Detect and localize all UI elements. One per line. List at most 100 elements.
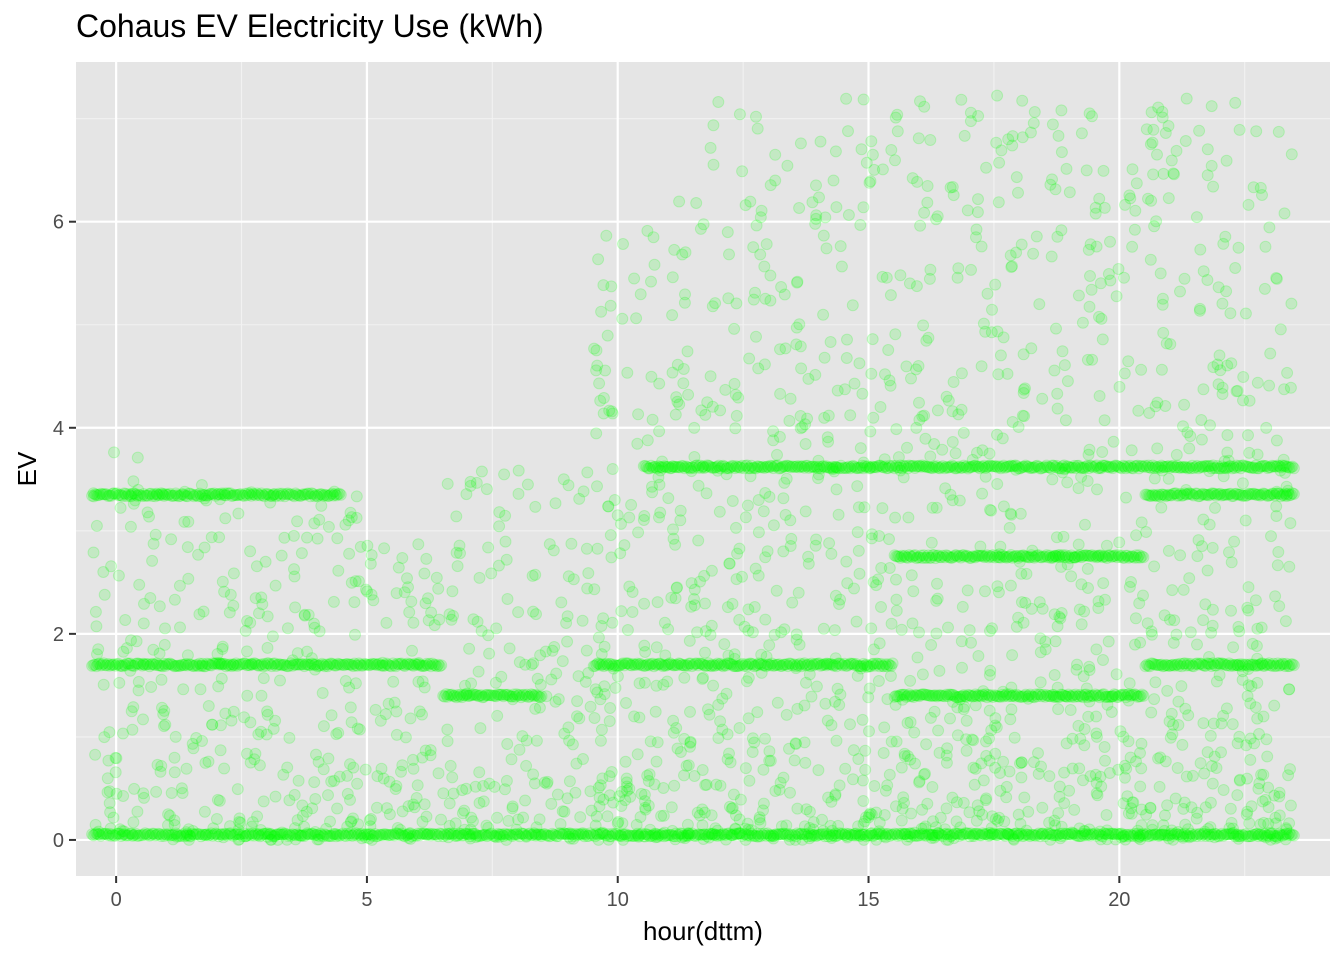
data-point	[1151, 396, 1164, 409]
data-point	[93, 657, 106, 670]
data-point	[1040, 828, 1053, 841]
data-point	[215, 672, 228, 685]
data-point	[1004, 713, 1017, 726]
data-point	[716, 723, 729, 736]
data-point	[1137, 689, 1150, 702]
data-point	[488, 780, 501, 793]
data-point	[274, 828, 287, 841]
data-point	[377, 828, 390, 841]
data-point	[572, 828, 585, 841]
data-point	[166, 829, 179, 842]
data-point	[1125, 444, 1138, 457]
data-point	[309, 826, 322, 838]
data-point	[1164, 731, 1177, 744]
data-point	[831, 682, 844, 695]
data-point	[1082, 828, 1095, 841]
data-point	[827, 829, 840, 842]
data-point	[975, 360, 988, 373]
data-point	[1224, 802, 1237, 815]
data-point	[867, 643, 880, 656]
data-point	[894, 269, 907, 282]
data-point	[1148, 220, 1161, 233]
data-point	[1143, 829, 1156, 842]
data-point	[780, 829, 793, 842]
data-point	[250, 560, 263, 573]
data-point	[1268, 830, 1281, 843]
data-point	[265, 829, 278, 842]
data-point	[974, 540, 987, 553]
data-point	[134, 658, 147, 671]
data-point	[288, 563, 300, 576]
data-point	[950, 827, 963, 840]
data-point	[754, 248, 767, 261]
data-point	[1063, 186, 1076, 199]
data-point	[711, 464, 724, 477]
data-point	[794, 410, 807, 422]
data-point	[194, 683, 207, 696]
data-point	[494, 828, 507, 841]
data-point	[854, 219, 867, 231]
data-point	[90, 660, 103, 673]
data-point	[1263, 221, 1276, 234]
data-point	[666, 271, 679, 284]
data-point	[1180, 92, 1193, 105]
data-point	[1140, 526, 1153, 538]
data-point	[711, 824, 724, 837]
data-point	[680, 829, 693, 842]
data-point	[917, 828, 930, 841]
data-point	[1102, 829, 1115, 842]
data-point	[1086, 110, 1098, 123]
data-point	[559, 827, 572, 840]
data-point	[534, 828, 546, 841]
data-point	[448, 829, 461, 842]
data-point	[1279, 828, 1292, 841]
data-point	[127, 701, 140, 714]
data-point	[231, 827, 244, 840]
data-point	[258, 827, 271, 840]
data-point	[890, 828, 903, 841]
data-point	[754, 830, 767, 843]
data-point	[170, 830, 183, 843]
data-point	[382, 829, 395, 842]
data-point	[527, 605, 540, 618]
data-point	[152, 827, 165, 840]
data-point	[1180, 484, 1193, 496]
data-point	[696, 819, 709, 832]
data-point	[493, 520, 506, 533]
data-point	[867, 829, 880, 842]
data-point	[146, 657, 159, 670]
data-point	[451, 560, 464, 573]
data-point	[704, 141, 717, 154]
data-point	[1215, 717, 1228, 730]
data-point	[595, 305, 608, 318]
data-point	[1135, 829, 1148, 842]
data-point	[1046, 473, 1059, 486]
data-point	[994, 349, 1007, 362]
data-point	[138, 791, 150, 804]
data-point	[804, 829, 817, 842]
data-point	[298, 830, 311, 842]
data-point	[196, 659, 209, 672]
data-point	[788, 829, 801, 841]
data-point	[1270, 485, 1283, 498]
data-point	[651, 736, 664, 749]
data-point	[810, 680, 823, 693]
data-point	[984, 503, 996, 516]
data-point	[1212, 378, 1225, 391]
data-point	[1199, 598, 1212, 611]
data-point	[840, 352, 853, 364]
data-point	[969, 762, 982, 775]
data-point	[1254, 828, 1267, 841]
data-point	[119, 659, 132, 672]
data-point	[103, 827, 116, 840]
data-point	[1061, 828, 1073, 840]
data-point	[1003, 828, 1016, 841]
data-point	[601, 329, 614, 342]
data-point	[679, 288, 691, 301]
data-point	[1148, 828, 1161, 841]
data-point	[653, 478, 666, 491]
data-point	[1018, 829, 1031, 842]
data-point	[674, 514, 687, 527]
data-point	[520, 734, 533, 747]
data-point	[1167, 636, 1180, 649]
